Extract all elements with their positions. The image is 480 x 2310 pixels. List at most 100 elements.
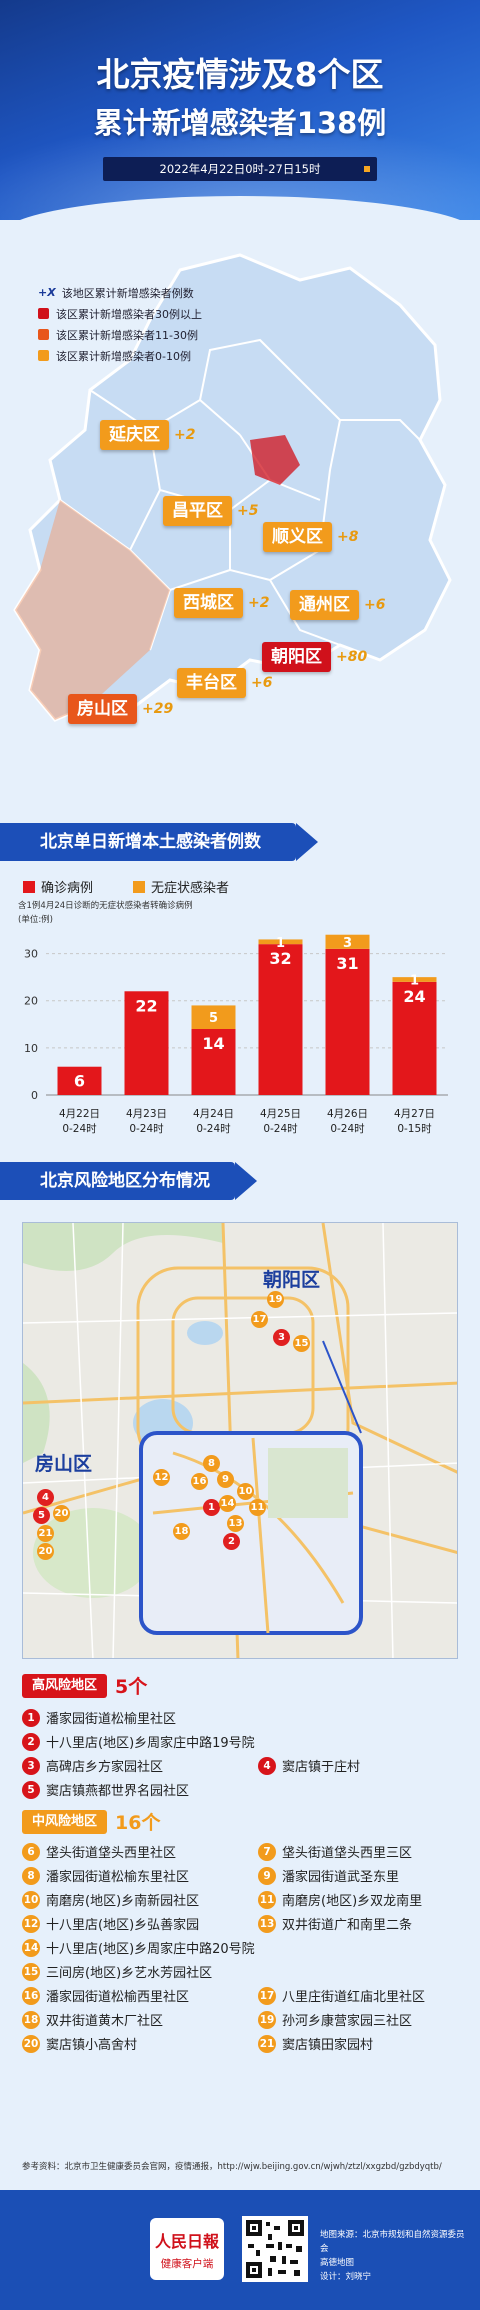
data-label-asymptomatic: 5 xyxy=(209,1011,218,1026)
data-label-confirmed: 24 xyxy=(403,987,425,1006)
district-count: +80 xyxy=(336,649,368,665)
marker-20b: 20 xyxy=(37,1543,54,1560)
list-item: 6 垡头街道垡头西里社区 xyxy=(22,1842,176,1861)
data-label-asymptomatic: 1 xyxy=(410,974,419,989)
chaoyang-area xyxy=(250,435,300,485)
item-name: 双井街道黄木厂社区 xyxy=(46,2014,164,2029)
list-item: 14 十八里店(地区)乡周家庄中路20号院 xyxy=(22,1938,255,1957)
item-name: 潘家园街道武圣东里 xyxy=(282,1870,400,1885)
marker-10: 10 xyxy=(237,1483,254,1500)
chaoyang-map-label: 朝阳区 xyxy=(263,1269,321,1291)
qr-code[interactable] xyxy=(242,2216,308,2282)
district-count: +29 xyxy=(142,701,174,717)
logo-subtext: 健康客户端 xyxy=(160,2258,214,2270)
footer: 人民日報 健康客户端 地图来源：北京市规划和自然资源委员会 高德地图 设计：刘晓… xyxy=(0,2190,480,2310)
list-item: 3 高碑店乡方家园社区 xyxy=(22,1756,163,1775)
marker-17: 17 xyxy=(251,1311,268,1328)
map-legend: +X 该地区累计新增感染者例数 该区累计新增感染者30例以上 该区累计新增感染者1… xyxy=(38,282,253,366)
item-number-badge: 4 xyxy=(258,1756,276,1775)
item-name: 潘家园街道松榆西里社区 xyxy=(46,1990,190,2005)
list-item: 1 潘家园街道松榆里社区 xyxy=(22,1708,176,1727)
item-name: 孙河乡康营家园三社区 xyxy=(282,2014,413,2029)
item-name: 十八里店(地区)乡周家庄中路19号院 xyxy=(46,1736,255,1751)
risk-section-title-text: 北京风险地区分布情况 xyxy=(40,1171,210,1191)
chart-unit: (单位:例) xyxy=(18,914,53,925)
item-name: 三间房(地区)乡艺水芳园社区 xyxy=(46,1966,213,1981)
list-item: 8 潘家园街道松榆东里社区 xyxy=(22,1866,189,1885)
item-number-badge: 12 xyxy=(22,1914,40,1933)
medium-risk-count: 16个 xyxy=(115,1812,161,1834)
item-name: 高碑店乡方家园社区 xyxy=(46,1760,164,1775)
list-item: 5 窦店镇燕都世界名园社区 xyxy=(22,1780,189,1799)
district-count: +5 xyxy=(237,503,259,519)
risk-area-map: 朝阳区 房山区 17 19 3 15 4 5 21 20 20 12 16 8 … xyxy=(22,1222,458,1659)
marker-5: 5 xyxy=(33,1507,50,1524)
district-tongzhou: 通州区 +6 xyxy=(290,590,385,620)
data-label-confirmed: 14 xyxy=(202,1034,224,1053)
list-item: 2 十八里店(地区)乡周家庄中路19号院 xyxy=(22,1732,255,1751)
source-note: 参考资料：北京市卫生健康委员会官网，疫情通报，http://wjw.beijin… xyxy=(22,2162,442,2172)
item-name: 垡头街道垡头西里三区 xyxy=(282,1846,413,1861)
bar-confirmed xyxy=(124,991,169,1095)
list-item: 11 南磨房(地区)乡双龙南里 xyxy=(258,1890,422,1909)
legend-swatch xyxy=(23,881,35,893)
legend-label: 该区累计新增感染者0-10例 xyxy=(56,349,191,363)
marker-18: 18 xyxy=(173,1523,190,1540)
item-number-badge: 20 xyxy=(22,2034,40,2053)
x-tick-label-date: 4月26日 xyxy=(327,1108,368,1120)
date-range: 2022年4月22日0时-27日15时 xyxy=(103,157,377,181)
district-chaoyang: 朝阳区 +80 xyxy=(262,642,367,672)
district-fangshan: 房山区 +29 xyxy=(68,694,173,724)
page-subtitle: 累计新增感染者138例 xyxy=(93,106,387,140)
item-number-badge: 15 xyxy=(22,1962,40,1981)
medium-risk-tag: 中风险地区 xyxy=(22,1809,108,1834)
list-item: 21 窦店镇田家园村 xyxy=(258,2034,373,2053)
district-yanqing: 延庆区 +2 xyxy=(100,420,195,450)
bar-asymptomatic xyxy=(191,1005,236,1029)
legend-swatch-red xyxy=(38,308,49,319)
legend-swatch-orange xyxy=(38,350,49,361)
x-tick-label-time: 0-24时 xyxy=(330,1123,365,1135)
x-tick-label-time: 0-24时 xyxy=(62,1123,97,1135)
district-count: +2 xyxy=(248,595,270,611)
chart-section-title: 北京单日新增本土感染者例数 xyxy=(0,823,318,861)
list-item: 4 窦店镇于庄村 xyxy=(258,1756,360,1775)
item-number-badge: 16 xyxy=(22,1986,40,2005)
district-count: +2 xyxy=(174,427,196,443)
x-tick-label-date: 4月25日 xyxy=(260,1108,301,1120)
x-tick-label-date: 4月24日 xyxy=(193,1108,234,1120)
item-name: 南磨房(地区)乡南新园社区 xyxy=(46,1894,200,1909)
bar-asymptomatic xyxy=(325,934,370,949)
designer-credit: 设计：刘晓宁 xyxy=(320,2272,372,2282)
bar-confirmed xyxy=(57,1066,102,1095)
district-name: 昌平区 xyxy=(163,496,232,526)
list-item: 19 孙河乡康营家园三社区 xyxy=(258,2010,412,2029)
map-credit-2: 高德地图 xyxy=(320,2258,355,2268)
district-count: +8 xyxy=(337,529,359,545)
y-tick-label: 10 xyxy=(24,1042,38,1055)
marker-4: 4 xyxy=(37,1489,54,1506)
date-dot-right xyxy=(364,166,370,172)
item-name: 垡头街道垡头西里社区 xyxy=(46,1846,177,1861)
item-number-badge: 19 xyxy=(258,2010,276,2029)
list-item: 15 三间房(地区)乡艺水芳园社区 xyxy=(22,1962,212,1981)
district-name: 西城区 xyxy=(174,588,243,618)
legend-swatch xyxy=(133,881,145,893)
legend-swatch-orange-red xyxy=(38,329,49,340)
item-number-badge: 7 xyxy=(258,1842,276,1861)
item-name: 窦店镇燕都世界名园社区 xyxy=(46,1784,190,1799)
high-risk-count: 5个 xyxy=(115,1676,148,1698)
list-item: 13 双井街道广和南里二条 xyxy=(258,1914,412,1933)
list-item: 16 潘家园街道松榆西里社区 xyxy=(22,1986,189,2005)
data-label-asymptomatic: 1 xyxy=(276,936,285,951)
legend-label: 无症状感染者 xyxy=(151,880,229,896)
high-risk-header: 高风险地区 5个 xyxy=(22,1672,147,1699)
district-name: 通州区 xyxy=(290,590,359,620)
logo-text: 人民日報 xyxy=(154,2232,219,2251)
legend-row-mid: 该区累计新增感染者11-30例 xyxy=(38,324,253,345)
item-number-badge: 11 xyxy=(258,1890,276,1909)
x-tick-label-date: 4月27日 xyxy=(394,1108,435,1120)
item-number-badge: 5 xyxy=(22,1780,40,1799)
legend-label: 该区累计新增感染者30例以上 xyxy=(56,307,202,321)
item-number-badge: 17 xyxy=(258,1986,276,2005)
